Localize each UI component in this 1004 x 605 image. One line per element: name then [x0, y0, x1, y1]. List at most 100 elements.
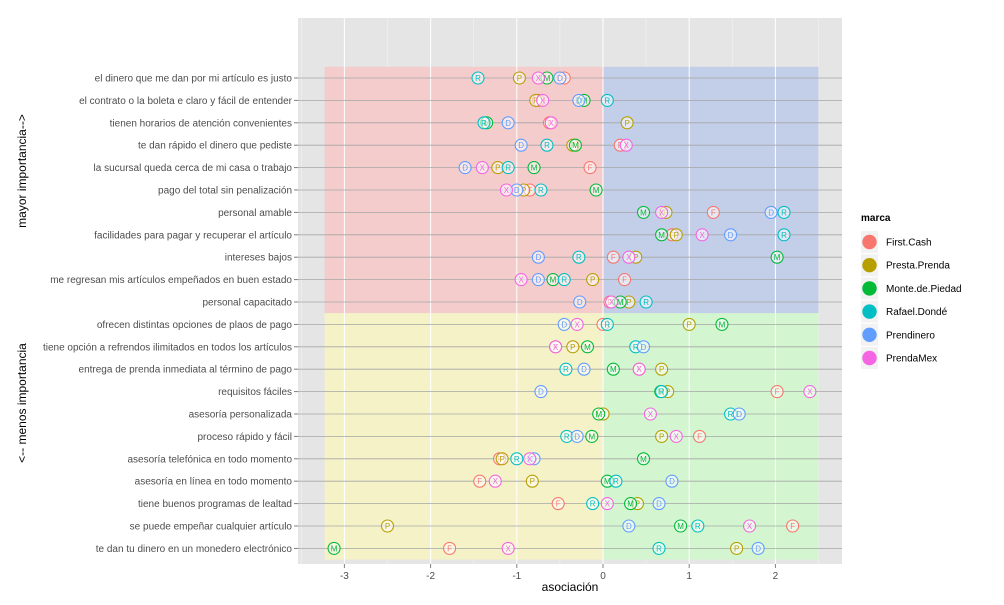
- point-circle: [632, 362, 646, 376]
- x-axis-title: asociación: [542, 580, 599, 594]
- point-circle: [764, 205, 778, 219]
- point-circle: [636, 340, 651, 354]
- point-d: D: [732, 407, 746, 421]
- point-circle: [573, 295, 587, 309]
- legend-item: Rafael.Dondé: [861, 300, 948, 323]
- point-d: D: [572, 93, 586, 107]
- point-letter: M: [774, 253, 781, 262]
- grid-major: [343, 18, 776, 564]
- point-r: R: [540, 138, 554, 152]
- y-tick-label: ofrecen distintas opciones de plaos de p…: [97, 320, 293, 331]
- point-f: F: [443, 541, 457, 555]
- point-m: M: [580, 340, 595, 354]
- point-circle: [652, 497, 666, 511]
- point-letter: R: [481, 119, 487, 128]
- legend-key-dot: [862, 258, 877, 273]
- point-x: X: [643, 407, 657, 421]
- point-x: X: [622, 250, 636, 264]
- x-tick-label: -2: [426, 571, 435, 582]
- point-r: R: [501, 161, 515, 175]
- y-tick-label: la sucursal queda cerca de mi casa o tra…: [94, 163, 293, 174]
- point-letter: R: [561, 276, 567, 285]
- point-letter: M: [572, 141, 579, 150]
- point-letter: R: [475, 74, 481, 83]
- point-letter: R: [563, 365, 569, 374]
- point-letter: X: [659, 208, 665, 217]
- point-p: P: [491, 161, 505, 175]
- legend-title: marca: [861, 213, 891, 224]
- point-d: D: [570, 429, 584, 443]
- point-circle: [583, 161, 597, 175]
- point-x: X: [605, 295, 619, 309]
- point-x: X: [544, 116, 558, 130]
- point-p: P: [655, 429, 669, 443]
- legend-item: First.Cash: [861, 231, 932, 253]
- point-circle: [600, 497, 614, 511]
- point-circle: [577, 362, 591, 376]
- point-m: M: [655, 228, 669, 242]
- point-x: X: [501, 541, 515, 555]
- point-letter: D: [768, 208, 774, 217]
- point-letter: R: [633, 343, 639, 352]
- y-tick-label: personal capacitado: [202, 298, 292, 309]
- point-circle: [585, 429, 599, 443]
- y-tick-label: me regresan mis artículos empeñados en b…: [50, 275, 292, 286]
- point-letter: R: [514, 455, 520, 464]
- point-letter: P: [570, 343, 575, 352]
- point-circle: [600, 317, 614, 331]
- point-circle: [557, 273, 571, 287]
- point-circle: [586, 273, 600, 287]
- point-x: X: [570, 317, 584, 331]
- point-letter: D: [518, 141, 524, 150]
- y-tick-label: tiene buenos programas de lealtad: [138, 499, 292, 510]
- point-circle: [499, 183, 514, 197]
- point-f: F: [473, 474, 487, 488]
- point-r: R: [477, 116, 491, 130]
- point-letter: M: [595, 410, 602, 419]
- x-ticks: -3 -2 -1 0 1 2: [340, 564, 779, 582]
- point-d: D: [724, 228, 738, 242]
- point-circle: [692, 429, 707, 443]
- point-m: M: [770, 250, 784, 264]
- point-x: X: [803, 385, 817, 399]
- point-letter: X: [699, 231, 705, 240]
- legend-key-dot: [862, 327, 877, 342]
- legend-label: Rafael.Dondé: [886, 307, 948, 318]
- point-p: P: [586, 273, 600, 287]
- point-letter: M: [677, 522, 684, 531]
- point-r: R: [586, 497, 600, 511]
- point-letter: D: [736, 410, 742, 419]
- point-r: R: [557, 273, 571, 287]
- point-circle: [606, 250, 620, 264]
- point-p: P: [512, 71, 526, 85]
- point-circle: [622, 519, 636, 533]
- point-circle: [622, 250, 636, 264]
- point-letter: D: [557, 74, 563, 83]
- point-f: F: [786, 519, 800, 533]
- point-f: F: [551, 497, 565, 511]
- point-circle: [730, 541, 744, 555]
- point-circle: [531, 273, 545, 287]
- point-x: X: [549, 340, 563, 354]
- point-circle: [706, 205, 720, 219]
- legend-label: First.Cash: [886, 238, 932, 249]
- point-d: D: [665, 474, 679, 488]
- point-letter: X: [506, 544, 512, 553]
- point-letter: R: [576, 253, 582, 262]
- x-tick-label: 2: [773, 571, 779, 582]
- point-letter: D: [576, 96, 582, 105]
- point-letter: P: [659, 365, 664, 374]
- row-lines: [298, 77, 842, 549]
- point-letter: P: [687, 320, 692, 329]
- point-circle: [557, 317, 571, 331]
- point-d: D: [514, 138, 528, 152]
- point-f: F: [706, 205, 720, 219]
- point-letter: R: [695, 522, 701, 531]
- point-m: M: [636, 205, 651, 219]
- point-letter: D: [577, 298, 583, 307]
- point-x: X: [488, 474, 502, 488]
- point-letter: R: [604, 320, 610, 329]
- point-letter: D: [538, 388, 544, 397]
- point-circle: [580, 340, 595, 354]
- point-m: M: [327, 541, 341, 555]
